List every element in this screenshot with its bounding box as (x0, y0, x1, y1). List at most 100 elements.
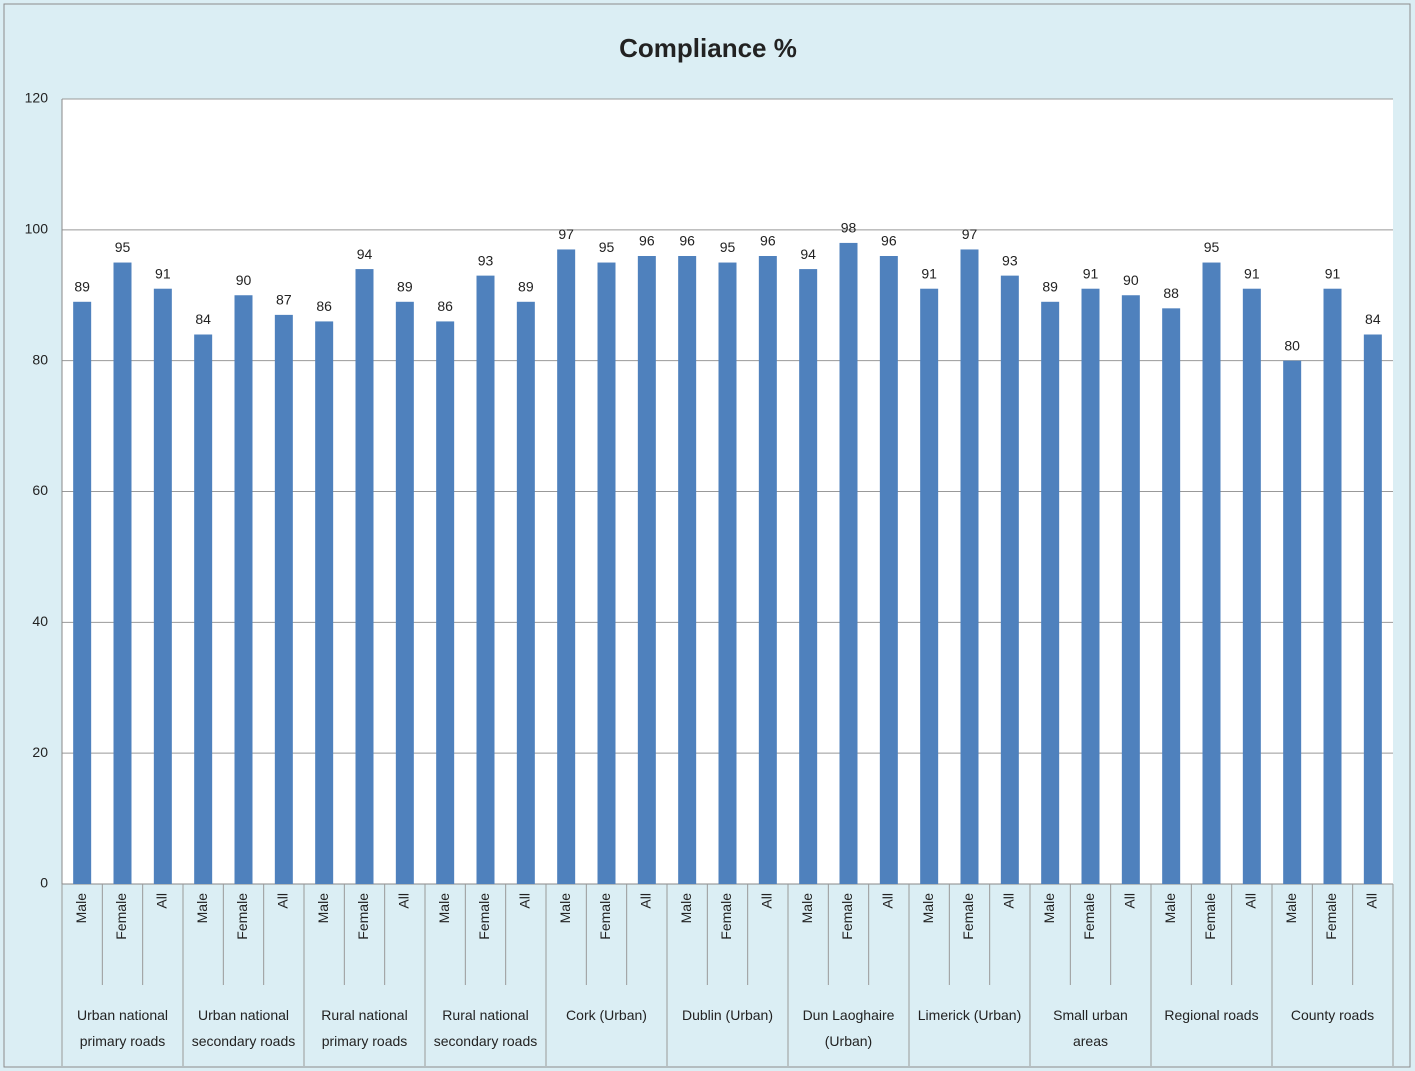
bar (476, 275, 495, 884)
bar (1081, 288, 1100, 884)
bar (718, 262, 737, 885)
bar (1242, 288, 1261, 884)
bar (678, 256, 697, 884)
chart-border (3, 3, 1411, 1068)
bar (274, 314, 293, 884)
data-label: 88 (1163, 285, 1179, 301)
bar (1041, 301, 1060, 885)
bar (1202, 262, 1221, 885)
group-label: Rural national primary roads (321, 1007, 408, 1049)
bar (1162, 308, 1181, 884)
bar (557, 249, 576, 885)
data-label: 89 (518, 278, 534, 294)
data-label: 90 (236, 272, 252, 288)
bar (839, 242, 858, 884)
x-tick-label: All (1243, 893, 1259, 909)
bar (920, 288, 939, 884)
data-label: 86 (316, 298, 332, 314)
bar (1363, 334, 1382, 884)
y-tick-label: 20 (32, 744, 48, 760)
data-label: 98 (841, 220, 857, 236)
data-label: 94 (357, 246, 373, 262)
y-tick-label: 80 (32, 351, 48, 367)
x-tick-label: Male (1041, 893, 1057, 924)
data-label: 91 (1083, 265, 1099, 281)
y-tick-label: 60 (32, 482, 48, 498)
bar (637, 256, 656, 884)
bar (799, 269, 818, 884)
group-label: Dun Laoghaire (Urban) (802, 1007, 895, 1049)
y-tick-label: 120 (25, 90, 49, 106)
bar (1121, 295, 1140, 884)
data-label: 95 (115, 239, 131, 255)
data-label: 84 (1365, 311, 1381, 327)
y-tick-label: 40 (32, 613, 48, 629)
bar (516, 301, 535, 885)
x-tick-label: Female (113, 893, 129, 940)
data-label: 89 (397, 278, 413, 294)
data-label: 91 (155, 265, 171, 281)
bar (315, 321, 334, 885)
x-tick-label: All (1001, 893, 1017, 909)
bar (395, 301, 414, 885)
x-tick-label: All (638, 893, 654, 909)
x-tick-label: Female (718, 893, 734, 940)
group-label: Urban national primary roads (76, 1007, 169, 1049)
x-tick-label: Male (678, 893, 694, 924)
data-label: 91 (1244, 265, 1260, 281)
x-tick-label: All (1364, 893, 1380, 909)
bar (436, 321, 455, 885)
bar (758, 256, 777, 884)
data-label: 91 (921, 265, 937, 281)
x-tick-label: All (396, 893, 412, 909)
bar (153, 288, 172, 884)
bar (960, 249, 979, 885)
data-label: 87 (276, 292, 292, 308)
x-tick-label: Male (1162, 893, 1178, 924)
data-label: 80 (1284, 337, 1300, 353)
bar (355, 269, 374, 884)
bar (234, 295, 253, 884)
data-label: 96 (881, 233, 897, 249)
bar (597, 262, 616, 885)
group-label: Limerick (Urban) (917, 1007, 1022, 1023)
x-tick-label: Male (315, 893, 331, 924)
bar (1283, 360, 1302, 885)
data-label: 94 (800, 246, 816, 262)
x-tick-label: Female (476, 893, 492, 940)
bar (1000, 275, 1019, 884)
x-tick-label: Male (557, 893, 573, 924)
data-label: 93 (1002, 252, 1018, 268)
y-tick-label: 100 (25, 221, 49, 237)
group-label: Urban national secondary roads (191, 1007, 296, 1049)
bar (879, 256, 898, 884)
data-label: 89 (74, 278, 90, 294)
x-tick-label: All (759, 893, 775, 909)
data-label: 95 (720, 239, 736, 255)
x-tick-label: Male (73, 893, 89, 924)
data-label: 91 (1325, 265, 1341, 281)
group-label: Dublin (Urban) (681, 1007, 774, 1023)
data-label: 84 (195, 311, 211, 327)
x-tick-label: Male (436, 893, 452, 924)
data-label: 96 (639, 233, 655, 249)
x-tick-label: Male (194, 893, 210, 924)
chart-title: Compliance % (619, 33, 797, 63)
x-tick-label: All (1122, 893, 1138, 909)
x-tick-label: All (517, 893, 533, 909)
x-tick-label: Female (1081, 893, 1097, 940)
x-tick-label: Female (234, 893, 250, 940)
x-tick-label: All (880, 893, 896, 909)
x-tick-label: Male (799, 893, 815, 924)
group-label: Regional roads (1164, 1007, 1259, 1023)
data-label: 95 (599, 239, 615, 255)
x-tick-label: Female (1202, 893, 1218, 940)
group-label: Small urban areas (1053, 1007, 1128, 1049)
x-tick-label: Female (597, 893, 613, 940)
bar (113, 262, 132, 885)
data-label: 96 (760, 233, 776, 249)
data-label: 95 (1204, 239, 1220, 255)
bar (1323, 288, 1342, 884)
